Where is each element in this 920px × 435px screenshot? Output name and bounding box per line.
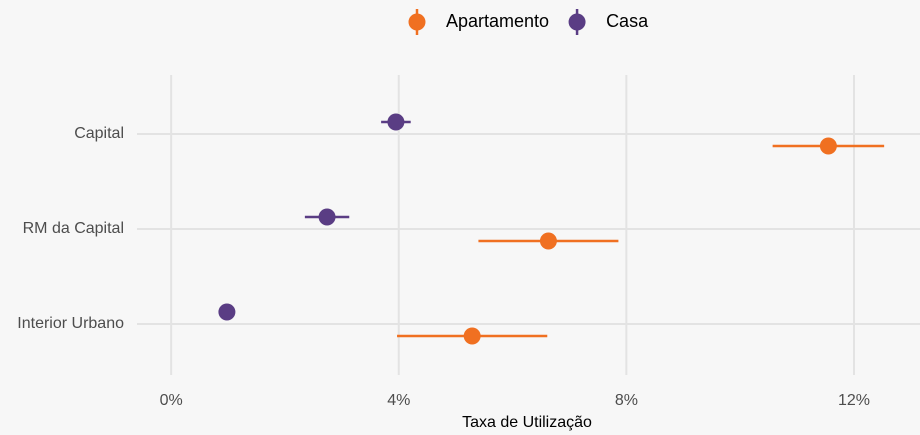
legend-marker <box>568 13 586 31</box>
x-tick-label: 8% <box>615 392 638 409</box>
x-axis-title: Taxa de Utilização <box>462 414 592 431</box>
legend-label: Casa <box>606 11 649 31</box>
point <box>318 208 336 226</box>
y-tick-label: Capital <box>74 125 124 142</box>
x-tick-label: 12% <box>838 392 870 409</box>
legend-label: Apartamento <box>446 11 549 31</box>
point <box>819 137 837 155</box>
point <box>463 327 481 345</box>
y-tick-label: Interior Urbano <box>17 315 124 332</box>
point <box>218 303 236 321</box>
point <box>387 113 405 131</box>
legend-marker <box>408 13 426 31</box>
x-tick-label: 4% <box>387 392 410 409</box>
x-tick-label: 0% <box>160 392 183 409</box>
point <box>539 232 557 250</box>
y-tick-label: RM da Capital <box>23 220 124 237</box>
